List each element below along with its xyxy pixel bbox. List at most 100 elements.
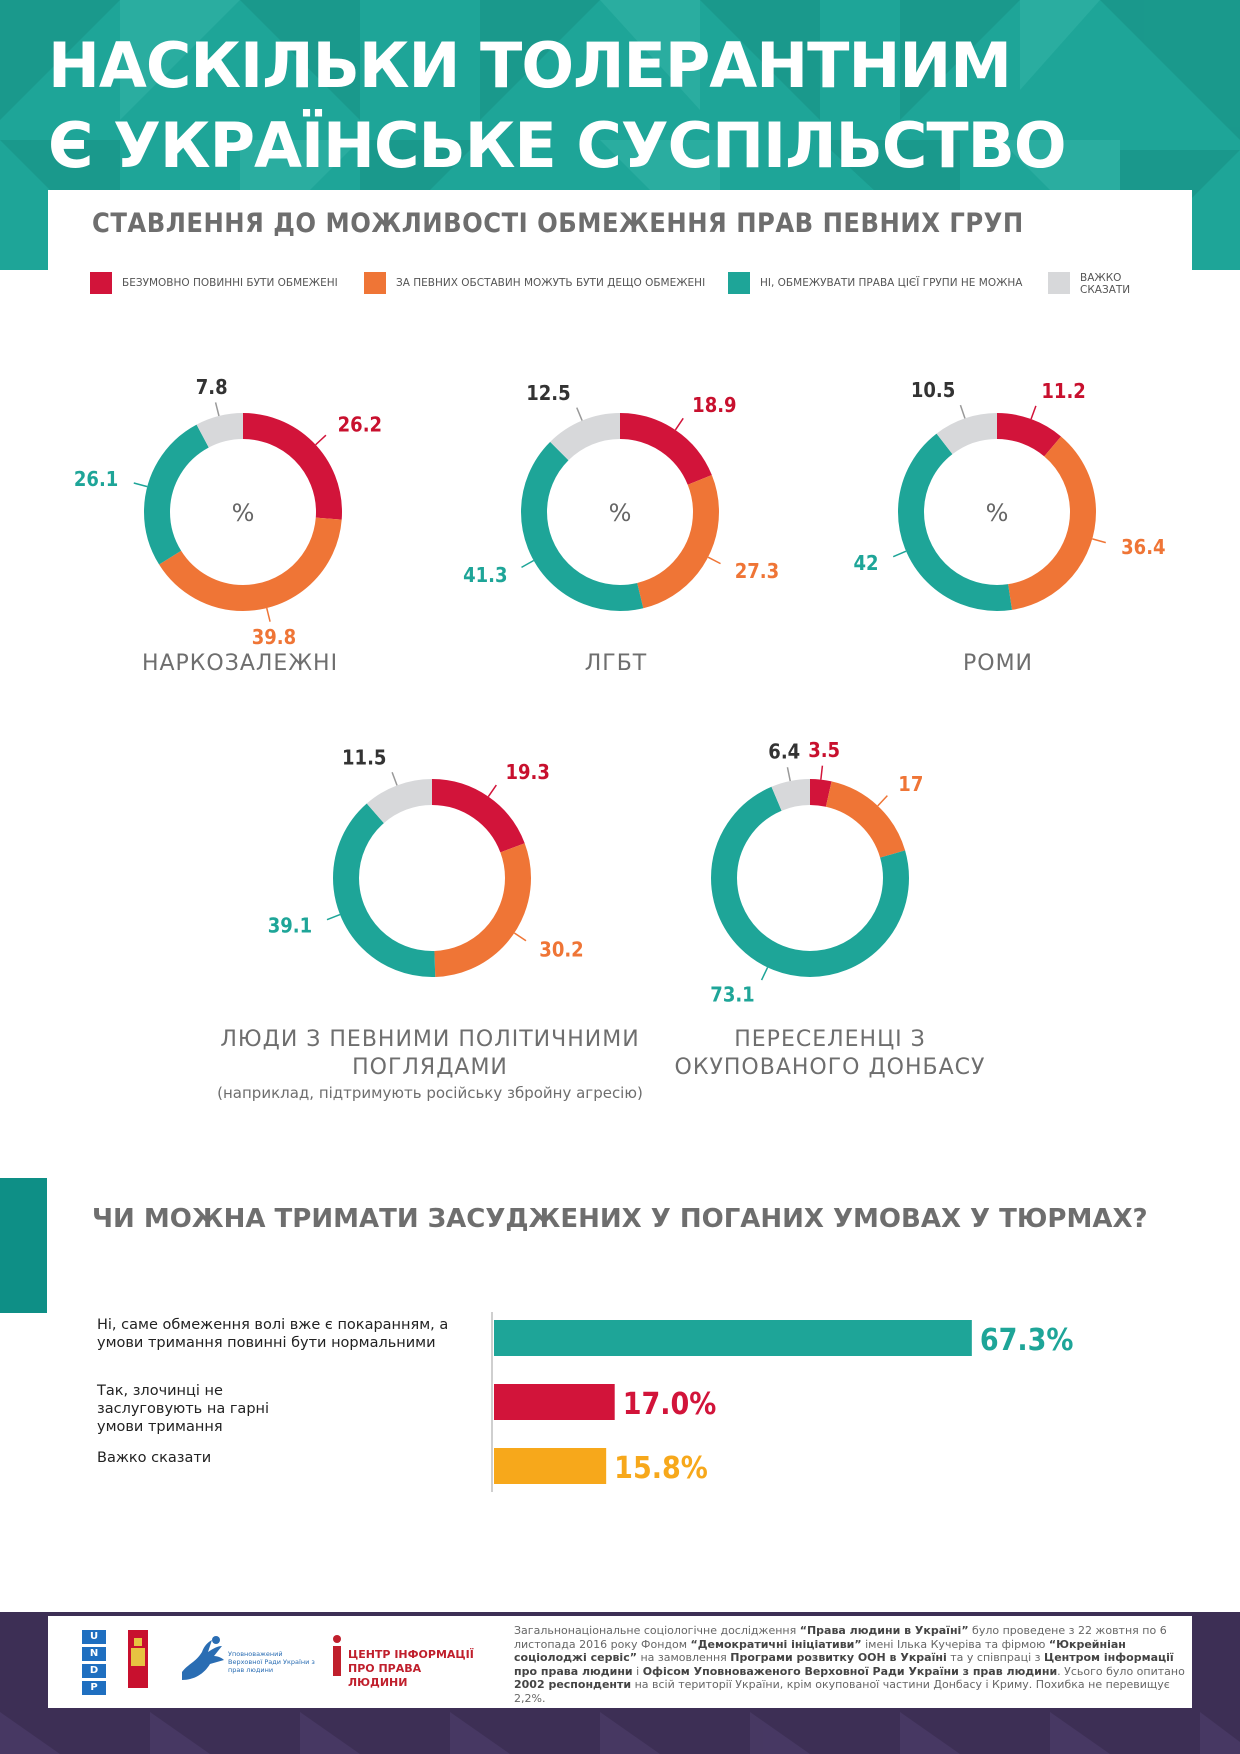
slice-leader-line <box>674 417 684 431</box>
percent-center-label: % <box>609 499 632 527</box>
legend-swatch <box>364 272 386 294</box>
slice-value-label: 3.5 <box>808 738 840 762</box>
info-center-logo-text: ЦЕНТР ІНФОРМАЦІЇ ПРО ПРАВА ЛЮДИНИ <box>348 1648 474 1689</box>
prison-bar-chart: 67.3% 17.0% 15.8% <box>491 1312 1074 1492</box>
group-label-displaced: ПЕРЕСЕЛЕНЦІ З ОКУПОВАНОГО ДОНБАСУ <box>674 1027 986 1080</box>
slice-leader-line <box>391 772 398 786</box>
donut-chart: 3.5 17 73.1 6.4 <box>710 738 923 1007</box>
slice-leader-line <box>315 434 327 446</box>
slice-value-label: 41.3 <box>463 563 507 587</box>
slice-value-label: 19.3 <box>505 760 549 784</box>
footnote-part: “Права людини в Україні” <box>799 1624 969 1637</box>
bar <box>494 1384 615 1420</box>
donut-chart: 26.2 39.8 26.1 7.8% <box>74 375 382 649</box>
group-label-note: (наприклад, підтримують російську збройн… <box>217 1084 643 1102</box>
legend-item-conditional: ЗА ПЕВНИХ ОБСТАВИН МОЖУТЬ БУТИ ДЕЩО ОБМЕ… <box>364 272 706 294</box>
donut-slice <box>144 413 342 611</box>
denmark-coat-of-arms-logo <box>128 1630 148 1688</box>
slice-value-label: 73.1 <box>710 983 754 1007</box>
footnote-part: Офісом Уповноваженого Верховної Ради Укр… <box>642 1664 1058 1678</box>
footnote-part: та у співпраці з <box>946 1651 1044 1664</box>
slice-value-label: 39.1 <box>268 914 312 938</box>
slice-value-label: 11.5 <box>342 745 386 769</box>
bar-value-label: 17.0% <box>623 1387 717 1422</box>
slice-leader-line <box>707 556 721 565</box>
donut-slice <box>333 779 531 977</box>
slice-leader-line <box>786 767 791 782</box>
footnote-part: Центром інформації про права людини <box>514 1651 1174 1678</box>
footnote-part: “Юкрейніан соціолоджі сервіс” <box>514 1637 1126 1665</box>
donut-slice <box>333 779 531 977</box>
undp-letter: P <box>82 1681 106 1695</box>
legend-label: ЗА ПЕВНИХ ОБСТАВИН МОЖУТЬ БУТИ ДЕЩО ОБМЕ… <box>396 277 706 289</box>
legend: БЕЗУМОВНО ПОВИННІ БУТИ ОБМЕЖЕНІ ЗА ПЕВНИ… <box>90 272 1170 304</box>
ombudsman-hand-icon <box>182 1636 224 1680</box>
donut-slice <box>898 413 1096 611</box>
bar <box>494 1448 607 1484</box>
donut-slice <box>711 779 909 977</box>
undp-logo: U N D P <box>82 1630 106 1698</box>
info-center-icon <box>333 1635 341 1676</box>
percent-center-label: % <box>232 499 255 527</box>
footer-panel <box>48 1616 1192 1708</box>
footer-pattern <box>0 1712 1240 1754</box>
donut-slice <box>521 413 719 611</box>
footnote-part: було проведене з 22 жовтня по 6 листопад… <box>514 1624 1167 1651</box>
slice-value-label: 7.8 <box>196 375 228 399</box>
undp-letter: D <box>82 1664 106 1678</box>
bar-label-no-good-conditions: Так, злочинці не заслуговують на гарні у… <box>97 1383 270 1435</box>
donut-slice <box>898 413 1096 611</box>
slice-leader-line <box>513 932 527 942</box>
slice-value-label: 42 <box>853 551 878 575</box>
group-label-text: ЛЮДИ З ПЕВНИМИ ПОЛІТИЧНИМИ ПОГЛЯДАМИ <box>220 1027 640 1080</box>
slice-leader-line <box>877 795 888 807</box>
slice-leader-line <box>326 913 341 921</box>
bar-value-label: 67.3% <box>980 1323 1074 1358</box>
legend-item-unconditional: БЕЗУМОВНО ПОВИННІ БУТИ ОБМЕЖЕНІ <box>90 272 352 294</box>
group-label-political-views: ЛЮДИ З ПЕВНИМИ ПОЛІТИЧНИМИ ПОГЛЯДАМИ (на… <box>210 1026 650 1104</box>
group-label-roma: РОМИ <box>962 651 1034 676</box>
donut-chart: 19.3 30.2 39.1 11.5 <box>268 745 584 977</box>
footnote-part: Програми розвитку ООН в Україні <box>730 1651 947 1664</box>
legend-swatch <box>90 272 112 294</box>
slice-value-label: 6.4 <box>768 740 800 764</box>
section2-accent <box>0 1178 47 1313</box>
donut-slice <box>333 779 531 977</box>
slice-value-label: 26.1 <box>74 467 118 491</box>
footnote-part: імені Ілька Кучеріва та фірмою <box>861 1637 1049 1651</box>
slice-leader-line <box>214 402 220 417</box>
donut-chart: 11.2 36.4 42 10.5% <box>853 378 1166 611</box>
slice-leader-line <box>892 550 907 558</box>
slice-leader-line <box>266 607 271 622</box>
donut-slice <box>144 413 342 611</box>
footnote-part: на всій території України, крім окупован… <box>514 1678 1170 1705</box>
legend-label: НІ, ОБМЕЖУВАТИ ПРАВА ЦІЄЇ ГРУПИ НЕ МОЖНА <box>760 277 1023 289</box>
slice-leader-line <box>487 784 497 798</box>
donut-slice <box>898 413 1096 611</box>
slice-value-label: 11.2 <box>1041 379 1085 403</box>
legend-label: ВАЖКО СКАЗАТИ <box>1080 272 1131 296</box>
footnote-part: 2002 респонденти <box>514 1678 632 1691</box>
slice-leader-line <box>521 559 535 569</box>
title-line-1: НАСКІЛЬКИ ТОЛЕРАНТНИМ <box>48 29 1012 102</box>
legend-swatch <box>1048 272 1070 294</box>
donut-slice <box>711 779 909 977</box>
donut-slice <box>521 413 719 611</box>
slice-value-label: 30.2 <box>539 938 583 962</box>
slice-value-label: 26.2 <box>338 412 382 436</box>
slice-value-label: 36.4 <box>1121 535 1165 559</box>
footnote-part: Загальнонаціональне соціологічне дослідж… <box>514 1624 800 1637</box>
footnote-part: на замовлення <box>636 1651 731 1664</box>
slice-value-label: 18.9 <box>692 393 736 417</box>
slice-leader-line <box>1092 538 1106 544</box>
survey-footnote: Загальнонаціональне соціологічне дослідж… <box>514 1624 1194 1705</box>
slice-leader-line <box>820 765 824 780</box>
group-label-lgbt: ЛГБТ <box>584 651 648 676</box>
slice-leader-line <box>1030 405 1037 420</box>
ombudsman-logo-text: Уповноважений Верховної Ради України з п… <box>228 1650 315 1674</box>
percent-center-label: % <box>986 499 1009 527</box>
slice-leader-line <box>760 967 769 981</box>
bar-value-label: 15.8% <box>614 1451 708 1486</box>
legend-item-cannot-restrict: НІ, ОБМЕЖУВАТИ ПРАВА ЦІЄЇ ГРУПИ НЕ МОЖНА <box>728 272 1040 294</box>
undp-letter: N <box>82 1647 106 1661</box>
